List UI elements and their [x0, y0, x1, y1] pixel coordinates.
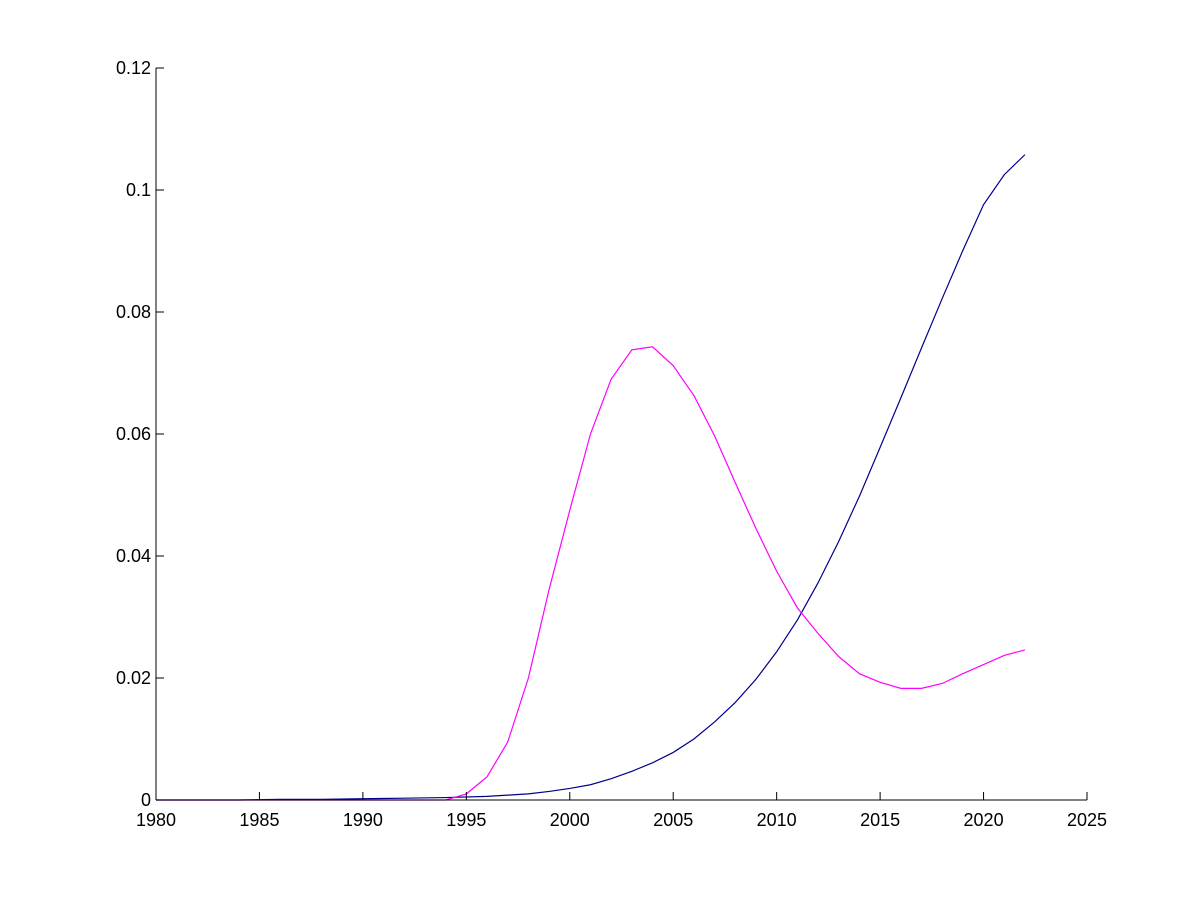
y-tick-label: 0.12 [116, 58, 151, 78]
axes-layer [155, 68, 1087, 801]
y-tick-label: 0 [141, 790, 151, 810]
series-layer [156, 154, 1026, 801]
series-line-1 [156, 154, 1026, 801]
x-tick-label: 1995 [446, 810, 486, 830]
y-tick-label: 0.06 [116, 424, 151, 444]
series-line-2 [156, 346, 1026, 801]
x-tick-label: 2015 [860, 810, 900, 830]
tick-labels-layer: 1980 1985 1990 1995 2000 2005 2010 2015 2020 2025… [116, 58, 1107, 830]
ticks-layer [155, 67, 1088, 801]
x-tick-label: 1990 [343, 810, 383, 830]
x-tick-label: 2000 [550, 810, 590, 830]
x-tick-label: 1980 [136, 810, 176, 830]
y-tick-label: 0.1 [126, 180, 151, 200]
y-tick-label: 0.02 [116, 668, 151, 688]
x-tick-label: 2010 [757, 810, 797, 830]
x-tick-label: 2005 [653, 810, 693, 830]
y-tick-label: 0.08 [116, 302, 151, 322]
x-tick-label: 1985 [239, 810, 279, 830]
x-tick-label: 2020 [964, 810, 1004, 830]
y-tick-label: 0.04 [116, 546, 151, 566]
x-tick-label: 2025 [1067, 810, 1107, 830]
